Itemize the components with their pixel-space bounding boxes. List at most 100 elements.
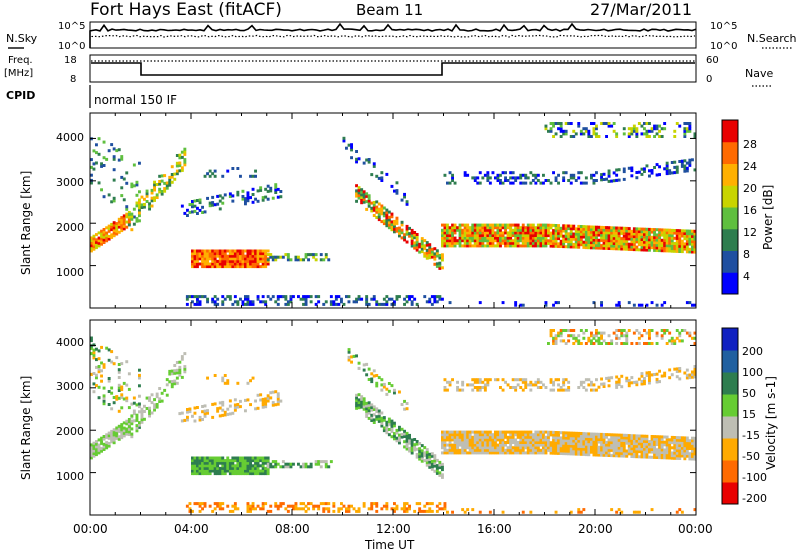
echo-cell	[231, 262, 235, 266]
echo-cell	[110, 350, 114, 354]
echo-cell	[648, 135, 651, 138]
echo-cell	[415, 238, 419, 242]
echo-cell	[231, 257, 235, 261]
echo-cell	[675, 449, 679, 453]
echo-cell	[673, 438, 677, 442]
echo-cell	[244, 257, 247, 261]
echo-cell	[355, 393, 358, 397]
echo-cell	[693, 508, 697, 512]
echo-cell	[627, 449, 631, 453]
echo-cell	[266, 197, 270, 201]
echo-cell	[208, 461, 212, 465]
echo-cell	[655, 173, 659, 177]
echo-cell	[534, 228, 538, 232]
echo-cell	[519, 378, 523, 382]
echo-cell	[582, 127, 586, 131]
echo-cell	[549, 244, 553, 248]
echo-cell	[435, 466, 439, 470]
echo-cell	[256, 504, 260, 508]
echo-cell	[261, 198, 265, 202]
echo-cell	[574, 179, 578, 182]
echo-cell	[587, 246, 591, 250]
power-ytick-1000: 1000	[56, 266, 84, 279]
echo-cell	[504, 171, 507, 175]
echo-cell	[506, 239, 510, 243]
echo-cell	[208, 257, 212, 261]
echo-cell	[132, 396, 136, 400]
echo-cell	[193, 466, 197, 470]
echo-cell	[226, 459, 230, 463]
echo-cell	[110, 435, 114, 439]
echo-cell	[183, 158, 187, 162]
echo-cell	[549, 430, 553, 434]
echo-cell	[246, 461, 250, 465]
echo-cell	[218, 459, 222, 463]
echo-cell	[615, 231, 619, 235]
echo-cell	[405, 295, 409, 299]
echo-cell	[569, 237, 573, 241]
echo-cell	[476, 435, 480, 439]
echo-cell	[90, 165, 93, 169]
echo-cell	[590, 432, 593, 436]
echo-cell	[120, 433, 124, 437]
echo-cell	[564, 234, 568, 238]
echo-cell	[562, 245, 566, 249]
echo-cell	[435, 509, 439, 513]
echo-cell	[658, 445, 661, 449]
echo-cell	[514, 446, 518, 450]
echo-cell	[372, 369, 376, 373]
echo-cell	[572, 444, 576, 448]
echo-cell	[350, 145, 353, 149]
echo-cell	[387, 218, 391, 222]
echo-cell	[466, 231, 470, 235]
echo-cell	[506, 241, 510, 245]
echo-cell	[544, 223, 548, 227]
echo-cell	[193, 419, 197, 423]
echo-cell	[201, 254, 204, 258]
echo-cell	[625, 441, 629, 445]
echo-cell	[683, 127, 687, 131]
echo-cell	[514, 303, 518, 307]
echo-cell	[191, 472, 194, 476]
echo-cell	[658, 443, 661, 447]
echo-cell	[213, 459, 217, 463]
echo-cell	[304, 462, 308, 466]
echo-cell	[327, 507, 331, 511]
echo-cell	[251, 249, 255, 253]
echo-cell	[398, 433, 401, 437]
echo-cell	[574, 237, 578, 241]
echo-cell	[355, 189, 358, 193]
echo-cell	[448, 301, 452, 305]
echo-cell	[675, 239, 679, 243]
echo-cell	[324, 462, 328, 466]
echo-cell	[95, 365, 98, 369]
echo-cell	[476, 380, 480, 384]
echo-cell	[509, 228, 513, 232]
echo-cell	[170, 380, 174, 383]
echo-cell	[473, 430, 477, 434]
echo-cell	[509, 448, 513, 452]
echo-cell	[218, 401, 222, 405]
echo-cell	[357, 191, 361, 195]
echo-cell	[529, 234, 533, 237]
echo-cell	[600, 453, 603, 457]
echo-cell	[266, 472, 270, 476]
echo-cell	[395, 181, 399, 185]
echo-cell	[112, 396, 116, 399]
echo-cell	[274, 188, 278, 192]
echo-cell	[125, 205, 129, 209]
echo-cell	[476, 228, 480, 232]
echo-cell	[617, 441, 621, 445]
echo-cell	[675, 165, 679, 169]
echo-cell	[249, 379, 252, 383]
echo-cell	[554, 342, 558, 345]
echo-cell	[683, 446, 687, 450]
echo-cell	[100, 345, 103, 349]
echo-cell	[213, 300, 217, 304]
echo-cell	[251, 265, 255, 269]
echo-cell	[635, 437, 639, 440]
echo-cell	[584, 388, 588, 392]
echo-cell	[632, 235, 636, 239]
echo-cell	[233, 472, 237, 476]
echo-cell	[317, 507, 321, 511]
